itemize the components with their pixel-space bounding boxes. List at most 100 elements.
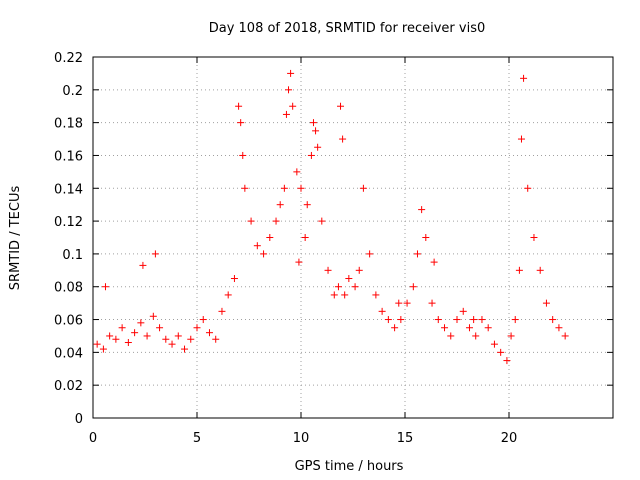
data-point — [280, 184, 288, 192]
ticks-layer: 0 0.02 0.04 0.06 0.08 0.1 0.12 0.14 0.16 0.18 0.2 0… — [54, 51, 613, 446]
plot-frame — [92, 56, 614, 419]
data-point — [156, 324, 164, 332]
data-point — [497, 348, 505, 356]
data-point — [330, 291, 338, 299]
data-point — [397, 316, 405, 324]
data-point — [409, 283, 417, 291]
data-point — [297, 184, 305, 192]
data-point — [276, 201, 284, 209]
data-point — [447, 332, 455, 340]
data-point — [372, 291, 380, 299]
data-point — [459, 307, 467, 315]
data-point — [422, 234, 430, 241]
y-tick-label: 0 — [75, 412, 83, 427]
data-point — [318, 217, 326, 225]
data-point — [341, 291, 349, 299]
data-point — [285, 86, 293, 94]
data-point — [93, 340, 101, 348]
data-point — [212, 335, 220, 343]
data-point — [345, 275, 353, 283]
data-point — [303, 201, 311, 209]
y-tick-label: 0.2 — [62, 84, 83, 99]
data-point — [478, 316, 486, 324]
data-point — [314, 143, 322, 151]
data-point — [351, 283, 359, 291]
data-point — [395, 299, 403, 307]
data-point — [218, 307, 226, 315]
data-point — [239, 151, 247, 159]
data-point — [484, 324, 492, 332]
data-point — [237, 119, 245, 127]
data-point — [337, 102, 345, 110]
data-point — [230, 275, 238, 283]
data-point — [301, 234, 309, 241]
data-point — [143, 332, 151, 340]
data-point — [453, 316, 461, 324]
data-point — [366, 250, 374, 258]
data-point — [549, 316, 557, 324]
y-tick-label: 0.14 — [54, 182, 83, 197]
chart-title: Day 108 of 2018, SRMTID for receiver vis… — [209, 21, 486, 36]
data-point — [430, 258, 438, 266]
x-tick-label: 10 — [293, 431, 310, 446]
data-point — [162, 335, 170, 343]
data-point — [307, 151, 315, 159]
data-point — [418, 206, 426, 214]
data-point — [490, 340, 498, 348]
data-point — [536, 266, 544, 274]
data-point — [168, 340, 176, 348]
data-point — [205, 329, 213, 337]
y-tick-label: 0.08 — [54, 281, 83, 296]
data-point — [174, 332, 182, 340]
data-point — [295, 258, 303, 266]
data-point — [101, 283, 109, 291]
y-tick-label: 0.22 — [54, 51, 83, 66]
data-point — [312, 127, 320, 135]
data-point — [517, 135, 525, 143]
data-point — [293, 168, 301, 176]
data-point — [124, 339, 132, 347]
data-point — [530, 234, 538, 241]
data-point — [309, 119, 317, 127]
data-point — [472, 332, 480, 340]
data-point — [289, 102, 297, 110]
data-point — [355, 266, 363, 274]
data-point — [391, 324, 399, 332]
data-point — [384, 316, 392, 324]
data-point — [359, 184, 367, 192]
data-point — [137, 319, 145, 327]
data-point — [334, 283, 342, 291]
data-point — [524, 184, 532, 192]
points-layer — [93, 69, 569, 365]
data-point — [106, 332, 114, 340]
data-point — [193, 324, 201, 332]
data-point — [507, 332, 515, 340]
data-point — [428, 299, 436, 307]
data-point — [441, 324, 449, 332]
data-point — [151, 250, 159, 258]
data-point — [515, 266, 523, 274]
data-point — [149, 312, 157, 320]
data-point — [247, 217, 255, 225]
y-tick-label: 0.02 — [54, 379, 83, 394]
data-point — [272, 217, 280, 225]
y-axis-label: SRMTID / TECUs — [8, 186, 23, 291]
data-point — [403, 299, 411, 307]
data-point — [118, 324, 126, 332]
data-point — [241, 184, 249, 192]
data-point — [520, 74, 528, 82]
data-point — [339, 135, 347, 143]
data-point — [470, 316, 478, 324]
data-point — [434, 316, 442, 324]
y-tick-label: 0.04 — [54, 346, 83, 361]
data-point — [555, 324, 563, 332]
x-axis-label: GPS time / hours — [295, 459, 404, 474]
data-point — [324, 266, 332, 274]
data-point — [224, 291, 232, 299]
x-tick-label: 20 — [501, 431, 518, 446]
data-point — [561, 332, 569, 340]
data-point — [260, 250, 268, 258]
data-point — [187, 335, 195, 343]
x-tick-label: 0 — [89, 431, 97, 446]
